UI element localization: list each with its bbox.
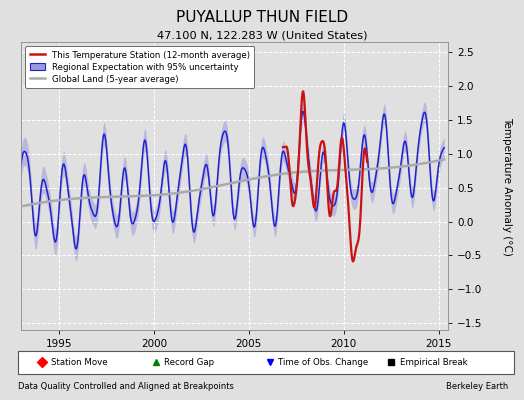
Text: Empirical Break: Empirical Break — [400, 358, 467, 367]
Text: Berkeley Earth: Berkeley Earth — [446, 382, 508, 391]
Text: Record Gap: Record Gap — [165, 358, 214, 367]
Y-axis label: Temperature Anomaly (°C): Temperature Anomaly (°C) — [502, 116, 512, 256]
Text: 47.100 N, 122.283 W (United States): 47.100 N, 122.283 W (United States) — [157, 30, 367, 40]
Text: Data Quality Controlled and Aligned at Breakpoints: Data Quality Controlled and Aligned at B… — [18, 382, 234, 391]
Text: Station Move: Station Move — [50, 358, 107, 367]
Legend: This Temperature Station (12-month average), Regional Expectation with 95% uncer: This Temperature Station (12-month avera… — [25, 46, 254, 88]
FancyBboxPatch shape — [18, 351, 514, 374]
Text: PUYALLUP THUN FIELD: PUYALLUP THUN FIELD — [176, 10, 348, 25]
Text: Time of Obs. Change: Time of Obs. Change — [278, 358, 368, 367]
